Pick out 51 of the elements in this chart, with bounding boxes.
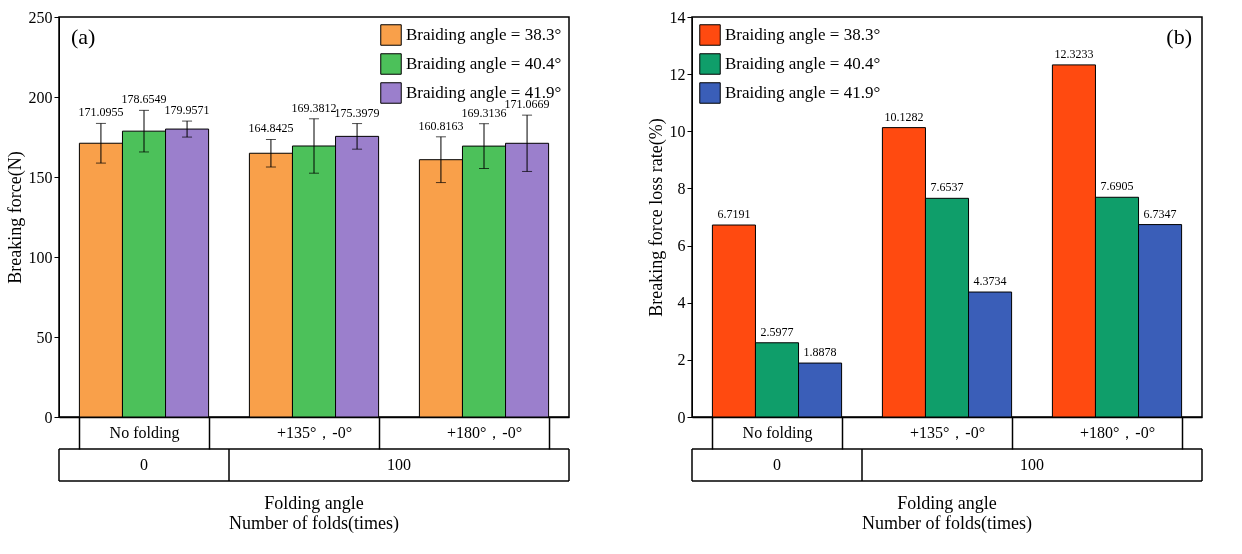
y-tick-label: 12	[669, 65, 686, 83]
y-tick-label: 8	[677, 179, 686, 197]
x-axis-title: Folding angle Number of folds(times)	[862, 493, 1032, 534]
y-tick-label: 100	[28, 248, 53, 266]
y-tick-label: 200	[28, 88, 53, 106]
data-label: 160.8163	[418, 118, 464, 133]
y-tick-label: 150	[28, 168, 53, 186]
x-tick-label: +135°，-0°	[276, 423, 353, 441]
data-label: 169.3136	[461, 105, 507, 120]
data-label: 10.1282	[884, 109, 924, 124]
x-tick-label: No folding	[742, 423, 813, 442]
text: 0	[773, 456, 781, 473]
y-tick-label: 4	[677, 294, 686, 312]
y-tick-label: 14	[669, 8, 686, 26]
y-axis-title: Breaking force loss rate(%)	[645, 118, 667, 317]
y-tick-label: 2	[677, 351, 686, 369]
legend-label: Braiding angle = 40.4°	[406, 54, 562, 73]
y-tick-label: 250	[28, 8, 53, 26]
data-label: 171.0955	[78, 105, 124, 120]
x-tick-label: No folding	[109, 423, 180, 442]
data-label: 1.8878	[803, 345, 837, 360]
text: 0	[140, 456, 148, 473]
y-axis-title: Breaking force(N)	[4, 151, 26, 284]
data-label: 164.8425	[248, 121, 294, 136]
y-tick-label: 6	[677, 237, 686, 255]
x-tick-label: +135°，-0°	[909, 423, 986, 441]
text: 100	[1020, 456, 1044, 473]
x-tick-label: +180°，-0°	[1079, 423, 1156, 441]
x-axis-title: Folding angle Number of folds(times)	[229, 493, 399, 534]
data-label: 169.3812	[291, 100, 337, 115]
data-label: 7.6537	[930, 180, 964, 195]
data-label: 179.9571	[164, 103, 210, 118]
legend-label: Braiding angle = 41.9°	[725, 83, 881, 102]
legend-label: Braiding angle = 38.3°	[406, 25, 562, 44]
data-label: 6.7191	[717, 207, 751, 222]
x-tick-label: +180°，-0°	[446, 423, 523, 441]
legend-label: Braiding angle = 40.4°	[725, 54, 881, 73]
data-label: 4.3734	[973, 274, 1007, 289]
text: 100	[387, 456, 411, 473]
data-label: 7.6905	[1100, 179, 1134, 194]
annotation: (b)	[1166, 24, 1192, 49]
y-tick-label: 0	[677, 408, 686, 426]
y-tick-label: 50	[36, 328, 53, 346]
y-tick-label: 10	[669, 122, 686, 140]
legend-label: Braiding angle = 38.3°	[725, 25, 881, 44]
data-label: 178.6549	[121, 92, 167, 107]
data-label: 2.5977	[760, 324, 794, 339]
y-tick-label: 0	[44, 408, 53, 426]
annotation: (a)	[71, 24, 96, 49]
data-label: 12.3233	[1054, 46, 1094, 61]
data-label: 6.7347	[1143, 206, 1177, 221]
